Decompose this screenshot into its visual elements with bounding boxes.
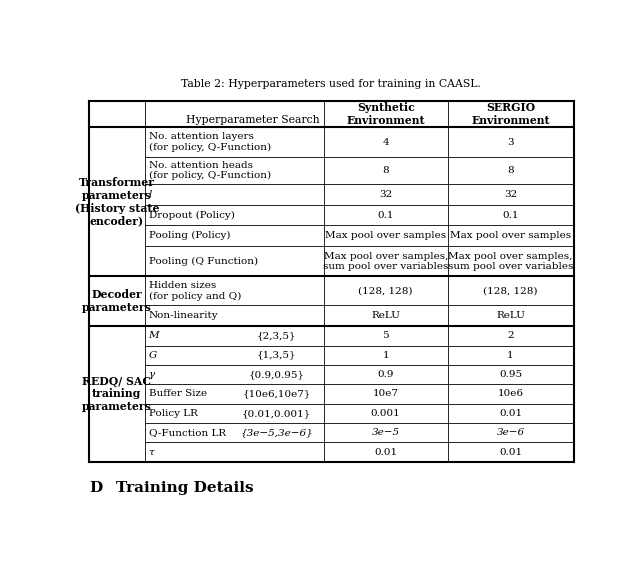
- Text: Pooling (Policy): Pooling (Policy): [148, 231, 230, 240]
- Text: 0.95: 0.95: [499, 370, 522, 379]
- Text: Non-linearity: Non-linearity: [148, 311, 218, 320]
- Text: Hidden sizes
(for policy and Q): Hidden sizes (for policy and Q): [148, 281, 241, 300]
- Text: D: D: [89, 481, 102, 495]
- Text: {0.9,0.95}: {0.9,0.95}: [249, 370, 305, 379]
- Text: 0.9: 0.9: [378, 370, 394, 379]
- Text: 32: 32: [504, 190, 517, 199]
- Text: {0.01,0.001}: {0.01,0.001}: [242, 409, 311, 418]
- Text: Policy LR: Policy LR: [148, 409, 198, 418]
- Text: {3e−5,3e−6}: {3e−5,3e−6}: [241, 428, 313, 437]
- Text: Synthetic
Environment: Synthetic Environment: [346, 102, 425, 126]
- Text: l: l: [148, 190, 152, 199]
- Text: 3e−6: 3e−6: [497, 428, 525, 437]
- Text: ReLU: ReLU: [371, 311, 400, 320]
- Text: (128, 128): (128, 128): [483, 286, 538, 295]
- Text: 0.01: 0.01: [374, 448, 397, 457]
- Text: 0.001: 0.001: [371, 409, 401, 418]
- Text: 2: 2: [508, 331, 514, 340]
- Text: Hyperparameter Search: Hyperparameter Search: [186, 115, 320, 124]
- Text: 0.1: 0.1: [378, 211, 394, 220]
- Text: Training Details: Training Details: [116, 481, 254, 495]
- Text: No. attention layers
(for policy, Q-Function): No. attention layers (for policy, Q-Func…: [148, 132, 271, 152]
- Text: M: M: [148, 331, 159, 340]
- Text: 8: 8: [383, 166, 389, 175]
- Text: Max pool over samples,
sum pool over variables: Max pool over samples, sum pool over var…: [448, 252, 573, 271]
- Text: 5: 5: [383, 331, 389, 340]
- Text: 10e7: 10e7: [372, 390, 399, 399]
- Text: 10e6: 10e6: [497, 390, 524, 399]
- Text: γ: γ: [148, 370, 155, 379]
- Text: 8: 8: [508, 166, 514, 175]
- Text: 0.1: 0.1: [502, 211, 519, 220]
- Text: 3: 3: [508, 137, 514, 147]
- Text: 1: 1: [508, 351, 514, 360]
- Text: Max pool over samples: Max pool over samples: [450, 231, 571, 240]
- Text: {10e6,10e7}: {10e6,10e7}: [243, 390, 311, 399]
- Text: {2,3,5}: {2,3,5}: [257, 331, 296, 340]
- Text: REDQ/ SAC
training
parameters: REDQ/ SAC training parameters: [82, 375, 152, 412]
- Text: (128, 128): (128, 128): [358, 286, 413, 295]
- Text: Q-Function LR: Q-Function LR: [148, 428, 226, 437]
- Text: τ: τ: [148, 448, 154, 457]
- Text: 1: 1: [383, 351, 389, 360]
- Text: Dropout (Policy): Dropout (Policy): [148, 211, 234, 220]
- Text: ReLU: ReLU: [496, 311, 525, 320]
- Text: Max pool over samples,
sum pool over variables: Max pool over samples, sum pool over var…: [323, 252, 449, 271]
- Text: 32: 32: [379, 190, 392, 199]
- Text: G: G: [148, 351, 157, 360]
- Text: 0.01: 0.01: [499, 409, 522, 418]
- Text: Pooling (Q Function): Pooling (Q Function): [148, 257, 258, 266]
- Text: Max pool over samples: Max pool over samples: [325, 231, 446, 240]
- Text: No. attention heads
(for policy, Q-Function): No. attention heads (for policy, Q-Funct…: [148, 161, 271, 180]
- Text: Buffer Size: Buffer Size: [148, 390, 207, 399]
- Text: 0.01: 0.01: [499, 448, 522, 457]
- Text: Table 2: Hyperparameters used for training in CAASL.: Table 2: Hyperparameters used for traini…: [181, 79, 481, 89]
- Text: Decoder
parameters: Decoder parameters: [82, 289, 152, 313]
- Text: {1,3,5}: {1,3,5}: [257, 351, 296, 360]
- Text: 3e−5: 3e−5: [372, 428, 400, 437]
- Text: SERGIO
Environment: SERGIO Environment: [471, 102, 550, 126]
- Text: Transformer
parameters
(History state
encoder): Transformer parameters (History state en…: [74, 177, 159, 227]
- Text: 4: 4: [383, 137, 389, 147]
